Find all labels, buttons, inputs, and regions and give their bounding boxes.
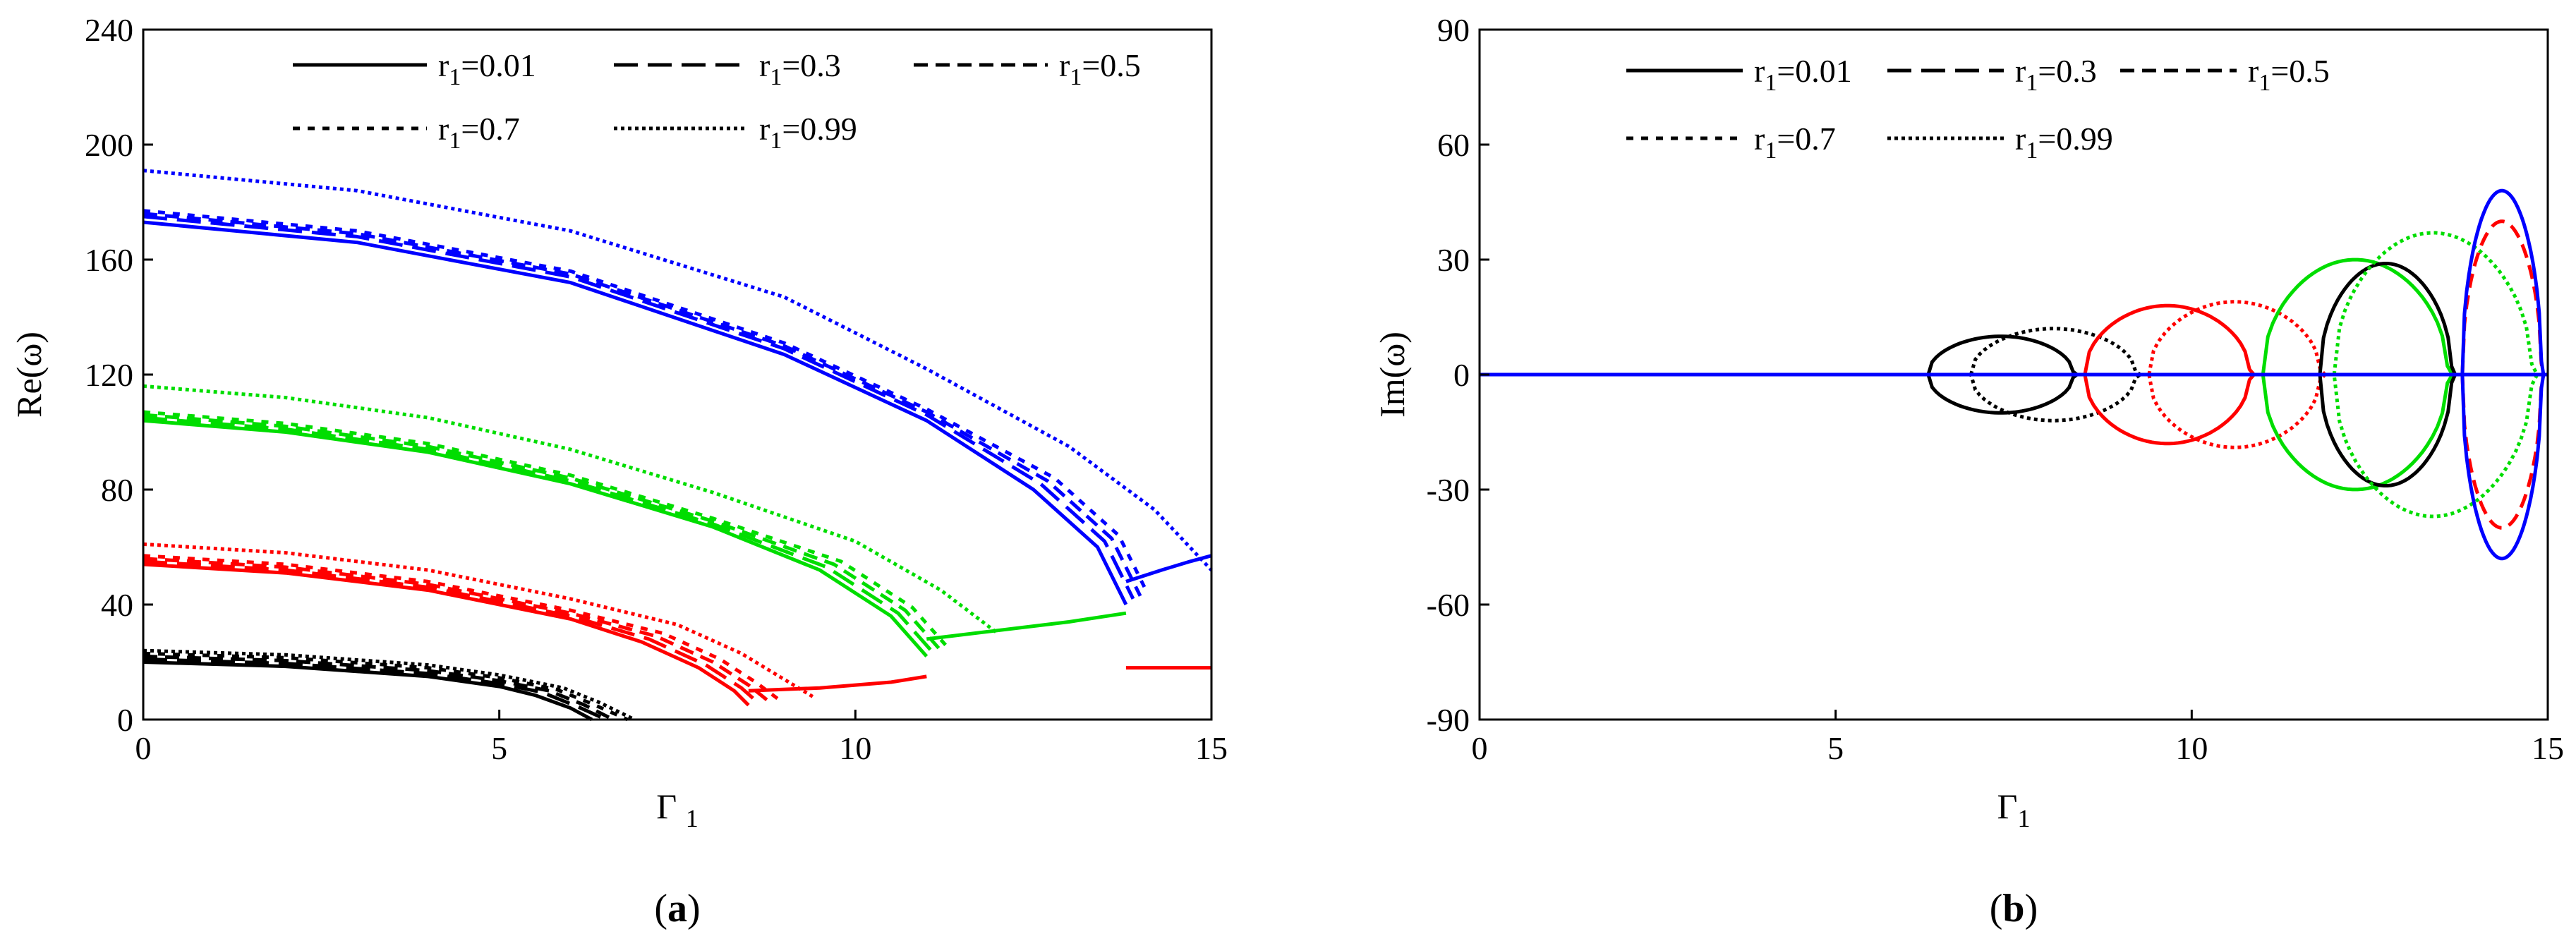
a-ytick-label-120: 120 xyxy=(85,357,133,393)
x-axis-label-b: Γ1 xyxy=(1997,787,2031,832)
loop-b-1 xyxy=(1969,327,2149,423)
a-ytick-label-200: 200 xyxy=(85,127,133,163)
a-ytick-label-0: 0 xyxy=(117,702,133,738)
a-legend-label-3: r1=0.7 xyxy=(438,111,520,154)
ticks-a: 0 5 10 15 0 40 80 120 160 200 240 xyxy=(85,12,1228,766)
b-xtick-label-5: 5 xyxy=(1827,730,1844,766)
a-xtick-label-10: 10 xyxy=(839,730,871,766)
loop-b-2 xyxy=(2083,303,2263,446)
series-a-mode4-20 xyxy=(143,209,1149,594)
series-a-mode1-3 xyxy=(143,651,629,722)
series-a-mode4-19 xyxy=(143,212,1142,597)
b-ytick-label-30: 30 xyxy=(1437,242,1470,278)
x-axis-label-b-sub: 1 xyxy=(2017,804,2030,832)
legend-a: r1=0.01 r1=0.3 r1=0.5 r1=0.7 r1=0.99 xyxy=(293,47,1141,154)
series-a-mode3-15 xyxy=(143,384,999,635)
x-axis-label-a-main: Γ xyxy=(656,787,677,826)
b-ytick-label--60: -60 xyxy=(1427,587,1470,623)
series-a-mode2-7 xyxy=(143,557,771,704)
loop-b-6 xyxy=(2332,231,2548,519)
loop-b-4 xyxy=(2261,257,2462,492)
b-xtick-label-0: 0 xyxy=(1472,730,1488,766)
panel-caption-b-letter: b xyxy=(2002,887,2024,930)
b-ytick-label-0: 0 xyxy=(1453,357,1470,393)
b-ytick-label-90: 90 xyxy=(1437,12,1470,48)
a-ytick-label-80: 80 xyxy=(101,472,133,508)
b-xtick-label-10: 10 xyxy=(2175,730,2208,766)
a-ytick-label-160: 160 xyxy=(85,242,133,278)
series-a-mode4-22 xyxy=(1125,554,1212,583)
b-legend-label-3: r1=0.7 xyxy=(1754,121,1836,164)
panel-caption-a-letter: a xyxy=(667,887,687,930)
loop-b-0 xyxy=(1926,334,2085,415)
b-legend-label-0: r1=0.01 xyxy=(1754,53,1852,96)
b-ytick-label--90: -90 xyxy=(1427,702,1470,738)
b-legend-label-4: r1=0.99 xyxy=(2015,121,2113,164)
a-xtick-label-0: 0 xyxy=(135,730,152,766)
x-axis-label-a-sub: 1 xyxy=(686,804,699,832)
series-a-mode1-1 xyxy=(143,657,607,722)
series-a-mode2-10 xyxy=(748,674,927,693)
series-a-mode2-6 xyxy=(143,559,761,705)
a-legend-label-0: r1=0.01 xyxy=(438,47,536,90)
b-legend-label-2: r1=0.5 xyxy=(2248,53,2330,96)
b-ytick-label--30: -30 xyxy=(1427,472,1470,508)
panel-caption-a: (a) xyxy=(654,887,700,930)
loop-b-8 xyxy=(2460,188,2548,561)
series-a-mode2-8 xyxy=(143,554,782,703)
a-ytick-label-240: 240 xyxy=(85,12,133,48)
series-a-mode1-2 xyxy=(143,654,615,722)
series-a-mode2-5 xyxy=(143,562,750,707)
loop-b-7 xyxy=(2460,219,2548,530)
plot-frame-a xyxy=(142,28,1213,721)
a-legend-label-2: r1=0.5 xyxy=(1059,47,1141,90)
b-legend-label-1: r1=0.3 xyxy=(2015,53,2097,96)
y-axis-label-b: Im(ω) xyxy=(1372,332,1412,418)
plot-area-b xyxy=(1480,188,2548,561)
plot-area-a xyxy=(143,169,1213,722)
y-axis-label-a: Re(ω) xyxy=(9,332,49,418)
a-ytick-label-40: 40 xyxy=(101,587,133,623)
a-xtick-label-15: 15 xyxy=(1195,730,1228,766)
series-a-mode3-13 xyxy=(143,413,943,652)
legend-b: r1=0.01 r1=0.3 r1=0.5 r1=0.7 r1=0.99 xyxy=(1626,53,2330,164)
series-a-mode3-12 xyxy=(143,416,936,655)
series-a-mode3-11 xyxy=(143,418,929,658)
b-xtick-label-15: 15 xyxy=(2532,730,2564,766)
b-ytick-label-60: 60 xyxy=(1437,127,1470,163)
loop-b-3 xyxy=(2147,300,2335,449)
series-a-mode2-9 xyxy=(143,542,814,698)
series-a-mode4-21 xyxy=(143,169,1213,571)
series-a-mode1-0 xyxy=(143,660,593,722)
a-legend-label-4: r1=0.99 xyxy=(759,111,857,154)
a-xtick-label-5: 5 xyxy=(491,730,507,766)
series-a-mode3-16 xyxy=(926,611,1127,641)
series-a-mode4-17 xyxy=(143,220,1128,606)
ticks-b: 0 5 10 15 -90 -60 -30 0 30 60 90 xyxy=(1427,12,2564,766)
x-axis-label-a: Γ 1 xyxy=(656,787,698,832)
a-legend-label-1: r1=0.3 xyxy=(759,47,841,90)
series-a-mode4-18 xyxy=(143,214,1135,600)
panel-caption-b: (b) xyxy=(1990,887,2038,930)
series-a-mode3-14 xyxy=(143,410,950,649)
series-a-mode1-4 xyxy=(143,648,636,722)
